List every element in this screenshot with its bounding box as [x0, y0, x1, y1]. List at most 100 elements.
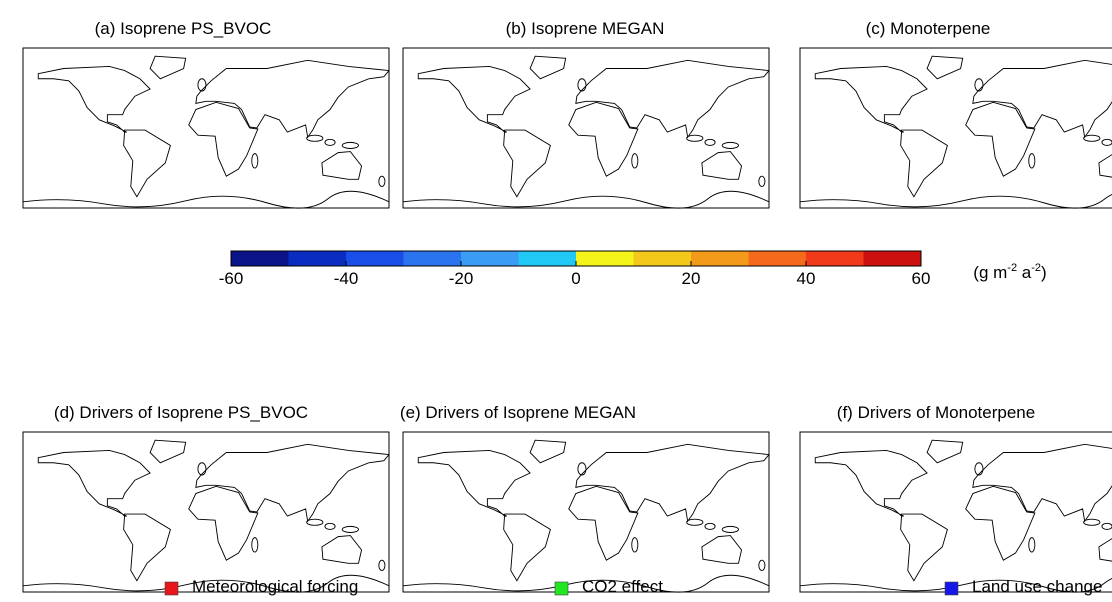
colorbar-segment	[461, 251, 519, 266]
map-fill	[23, 440, 389, 592]
map-frame	[22, 431, 390, 593]
land-base	[800, 440, 1112, 592]
colorbar-segment	[806, 251, 864, 266]
colorbar-unit: (g m-2 a-2)	[973, 262, 1046, 282]
map-patch	[1069, 483, 1100, 515]
map-patch	[489, 73, 520, 105]
map-patch	[1104, 447, 1112, 489]
legend-label: CO2 effect	[582, 577, 663, 596]
unit-part: -2	[1007, 262, 1017, 274]
colorbar-segment	[403, 251, 462, 266]
map-patch	[1031, 92, 1057, 117]
colorbar-segment	[288, 251, 347, 266]
map-frame	[402, 431, 770, 593]
map-patch	[92, 97, 117, 122]
map	[799, 439, 1112, 593]
map	[402, 55, 770, 209]
map-patch	[109, 457, 140, 489]
map-patch	[869, 481, 894, 506]
map-frame	[22, 47, 390, 209]
map-fill	[800, 440, 1112, 592]
map-patch	[662, 56, 714, 105]
map-patch	[672, 483, 703, 515]
map	[22, 55, 390, 209]
coastline	[22, 439, 390, 593]
map-frame	[402, 47, 770, 209]
colorbar-tick-label: 40	[797, 269, 816, 288]
land-base	[800, 56, 1112, 209]
map-patch	[109, 73, 140, 105]
legend-swatch	[944, 581, 959, 596]
colorbar-tick-label: 0	[571, 269, 580, 288]
coastline	[22, 55, 390, 209]
map-patch	[705, 537, 731, 563]
map	[799, 55, 1112, 209]
map-fill	[403, 56, 769, 209]
colorbar-tick-label: -20	[449, 269, 474, 288]
map-patch	[489, 457, 520, 489]
map-patch	[328, 447, 369, 489]
coastline	[799, 439, 1112, 593]
map-frame	[799, 47, 1112, 209]
colorbar-segment	[633, 251, 692, 266]
colorbar-segment	[691, 251, 749, 266]
colorbar-segment	[576, 251, 634, 266]
map-patch	[601, 58, 653, 110]
colorbar-segment	[346, 251, 404, 266]
map-patch	[705, 153, 731, 179]
panel-title: (e) Drivers of Isoprene MEGAN	[400, 403, 636, 422]
map-fill	[23, 56, 389, 209]
map-patch	[604, 148, 629, 174]
panel-title: (a) Isoprene PS_BVOC	[95, 19, 272, 38]
colorbar-segment	[748, 251, 807, 266]
map	[402, 439, 770, 593]
colorbar-tick-label: 60	[912, 269, 931, 288]
map-patch	[221, 442, 273, 494]
map-patch	[998, 442, 1050, 494]
map-patch	[634, 92, 660, 117]
legend-swatch	[554, 581, 569, 596]
coastline	[402, 439, 770, 593]
unit-part: )	[1041, 263, 1047, 282]
map-patch	[282, 440, 334, 489]
colorbar-tick-label: -60	[219, 269, 244, 288]
legend-label: Meteorological forcing	[192, 577, 358, 596]
land-base	[23, 56, 389, 209]
map-patch	[224, 148, 249, 174]
map-patch	[282, 56, 334, 105]
colorbar-tick-label: 20	[682, 269, 701, 288]
land-base	[403, 56, 769, 209]
land-base	[23, 440, 389, 592]
unit-part: -2	[1031, 262, 1041, 274]
panel-title: (f) Drivers of Monoterpene	[837, 403, 1035, 422]
map-patch	[472, 97, 497, 122]
panel-title: (b) Isoprene MEGAN	[506, 19, 665, 38]
map-patch	[634, 476, 660, 501]
map-patch	[1031, 476, 1057, 501]
map-patch	[224, 532, 249, 558]
map-patch	[325, 537, 351, 563]
map-patch	[254, 476, 280, 501]
unit-part: a	[1017, 263, 1032, 282]
unit-part: (g m	[973, 263, 1007, 282]
map-patch	[1059, 56, 1111, 105]
colorbar-tick-label: -40	[334, 269, 359, 288]
map-patch	[292, 483, 323, 515]
map-patch	[1059, 440, 1111, 489]
map-patch	[869, 97, 894, 122]
land-base	[403, 440, 769, 592]
panel-title: (c) Monoterpene	[866, 19, 991, 38]
coastline	[402, 55, 770, 209]
panel-title: (d) Drivers of Isoprene PS_BVOC	[54, 403, 308, 422]
map-patch	[708, 447, 749, 489]
map-patch	[886, 73, 917, 105]
map-patch	[672, 99, 703, 131]
map	[22, 439, 390, 593]
colorbar-segment	[231, 251, 289, 266]
map-patch	[998, 58, 1050, 110]
map-patch	[604, 532, 629, 558]
colorbar-segment	[518, 251, 577, 266]
map-patch	[1069, 99, 1100, 131]
